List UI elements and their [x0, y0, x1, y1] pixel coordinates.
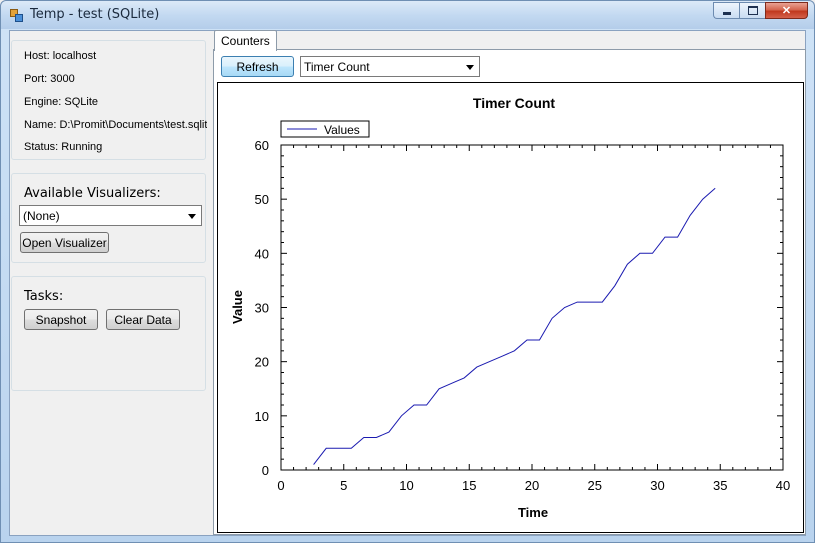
timer-count-chart: Timer Count Values 0 5 10 15 20 25 30 35 40 0 10 20…: [230, 95, 791, 520]
plot-frame: [280, 144, 784, 471]
minimize-icon: [722, 12, 731, 15]
app-icon[interactable]: [10, 9, 23, 22]
counter-select[interactable]: Timer Count: [300, 56, 480, 77]
chevron-down-icon: [466, 65, 474, 70]
counters-tab-panel: Refresh Timer Count Timer Count Values 0…: [213, 49, 806, 535]
close-icon: ✕: [781, 5, 792, 17]
visualizers-label: Available Visualizers:: [24, 186, 161, 201]
snapshot-button[interactable]: Snapshot: [24, 309, 98, 330]
counter-select-value: Timer Count: [304, 60, 370, 74]
y-axis-label: Value: [230, 290, 245, 324]
x-tick-label: 5: [340, 478, 347, 493]
tasks-panel: Tasks: Snapshot Clear Data: [11, 276, 206, 391]
host-label: Host: localhost: [24, 50, 97, 62]
refresh-button[interactable]: Refresh: [221, 56, 294, 77]
legend-label: Values: [324, 123, 360, 137]
port-label: Port: 3000: [24, 73, 75, 85]
x-tick-label: 40: [776, 478, 790, 493]
title-bar[interactable]: Temp - test (SQLite) ✕: [1, 1, 814, 29]
window-controls: ✕: [713, 2, 808, 20]
x-tick-label: 25: [588, 478, 602, 493]
y-tick-label: 40: [255, 246, 269, 261]
server-info-panel: Host: localhost Port: 3000 Engine: SQLit…: [11, 40, 207, 160]
x-axis-label: Time: [518, 505, 548, 520]
y-tick-label: 60: [255, 138, 269, 153]
x-tick-label: 0: [277, 478, 284, 493]
y-tick-label: 10: [255, 409, 269, 424]
y-tick-label: 50: [255, 192, 269, 207]
y-tick-label: 30: [255, 301, 269, 316]
chevron-down-icon: [188, 214, 196, 219]
visualizers-panel: Available Visualizers: (None) Open Visua…: [11, 173, 206, 263]
clear-data-button[interactable]: Clear Data: [106, 309, 180, 330]
x-tick-label: 15: [462, 478, 476, 493]
x-tick-label: 20: [525, 478, 539, 493]
visualizer-select[interactable]: (None): [19, 205, 202, 226]
y-tick-label: 20: [255, 355, 269, 370]
x-tick-label: 35: [713, 478, 727, 493]
tasks-label: Tasks:: [24, 289, 64, 304]
tick-labels: 0 5 10 15 20 25 30 35 40 0 10 20 30 40 50 60: [255, 138, 791, 493]
open-visualizer-button[interactable]: Open Visualizer: [20, 232, 109, 253]
database-name-label: Name: D:\Promit\Documents\test.sqlite: [24, 119, 207, 131]
client-area: Host: localhost Port: 3000 Engine: SQLit…: [9, 30, 806, 536]
x-tick-label: 10: [399, 478, 413, 493]
axis-ticks: [280, 144, 784, 471]
close-button[interactable]: ✕: [765, 2, 808, 19]
tab-counters[interactable]: Counters: [214, 30, 277, 51]
chart-title: Timer Count: [473, 95, 556, 111]
series-line-values: [313, 187, 716, 465]
maximize-button[interactable]: [739, 2, 765, 19]
engine-label: Engine: SQLite: [24, 96, 98, 108]
visualizer-select-value: (None): [23, 209, 60, 223]
legend-box: [280, 120, 370, 138]
minimize-button[interactable]: [713, 2, 739, 19]
y-tick-label: 0: [262, 463, 269, 478]
window-title: Temp - test (SQLite): [30, 7, 160, 22]
chart-container: Timer Count Values 0 5 10 15 20 25 30 35 40 0 10 20…: [217, 82, 804, 533]
status-label: Status: Running: [24, 141, 103, 153]
chart-legend: Values: [280, 120, 370, 138]
maximize-icon: [747, 6, 758, 15]
x-tick-label: 30: [650, 478, 664, 493]
